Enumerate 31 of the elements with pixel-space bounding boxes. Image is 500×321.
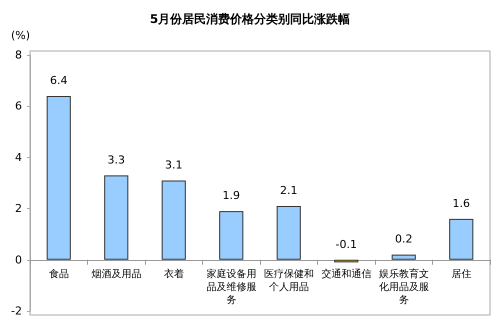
bar (219, 211, 244, 260)
data-label: 1.9 (222, 189, 240, 202)
bar (449, 218, 474, 260)
data-label: 6.4 (50, 74, 68, 87)
data-label: 1.6 (452, 196, 470, 210)
bar (162, 180, 186, 260)
x-tick-label: 家庭设备用品及维修服务 (206, 268, 256, 306)
x-tick-label: 居住 (451, 268, 472, 280)
x-tick-label: 医疗保健和个人用品 (264, 268, 314, 293)
y-tick-label: 4 (15, 150, 22, 164)
y-tick-label: 0 (15, 253, 22, 266)
x-tick-label: 交通和通信 (321, 268, 372, 280)
y-tick-label: -2 (11, 304, 22, 318)
x-tick-label: 娱乐教育文化用品及服务 (378, 268, 429, 306)
data-label: 3.3 (108, 153, 125, 166)
bar (104, 175, 128, 260)
bar (46, 96, 71, 260)
y-tick-label: 6 (15, 100, 22, 113)
data-label: 3.1 (165, 158, 182, 172)
x-tick-label: 衣着 (164, 268, 184, 280)
x-tick-label: 烟酒及用品 (91, 268, 142, 280)
y-axis-title: (%) (10, 29, 30, 42)
data-label: 0.2 (395, 232, 412, 246)
x-tick-label: 食品 (48, 268, 69, 280)
bar (276, 206, 301, 260)
y-tick-label: 2 (15, 202, 22, 216)
y-tick-label: 8 (15, 48, 22, 62)
chart-title: 5月份居民消费价格分类别同比涨跌幅 (150, 12, 350, 26)
data-label: 2.1 (280, 184, 298, 198)
bar (392, 254, 416, 260)
data-label: -0.1 (336, 238, 357, 251)
